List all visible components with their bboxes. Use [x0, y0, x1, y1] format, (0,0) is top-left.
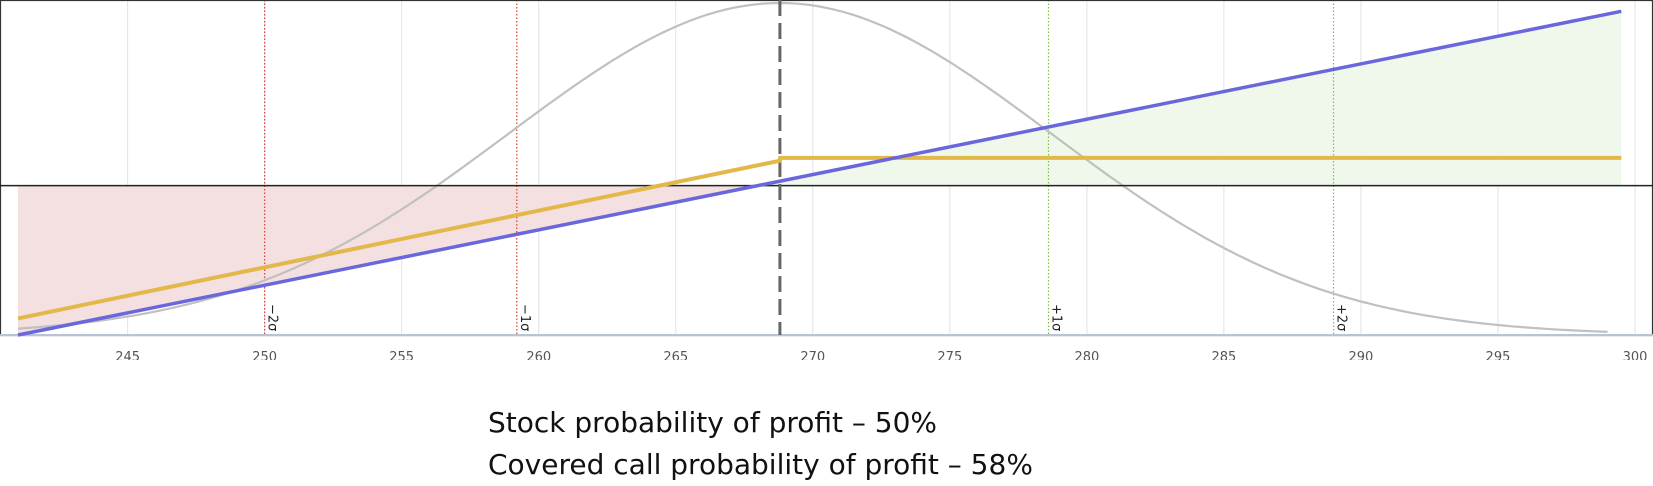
x-tick-label: 270 — [800, 350, 825, 360]
x-tick-label: 300 — [1623, 350, 1648, 360]
probability-captions: Stock probability of profit – 50% Covere… — [488, 402, 1033, 486]
x-tick-label: 260 — [526, 350, 551, 360]
distribution-layer — [17, 1, 1608, 333]
x-tick-label: 245 — [115, 350, 140, 360]
sigma-label: +2σ — [1334, 304, 1349, 331]
x-tick-label: 250 — [252, 350, 277, 360]
x-tick-label: 295 — [1486, 350, 1511, 360]
probability-distribution-curve — [17, 1, 1608, 333]
stock-payoff-line — [17, 9, 1622, 337]
x-tick-label: 280 — [1074, 350, 1099, 360]
covered-call-payoff-line — [17, 155, 1622, 321]
x-axis-ticks: 245 250 255 260 265 270 275 280 285 290 295 300 — [115, 350, 1647, 360]
x-tick-label: 275 — [937, 350, 962, 360]
x-tick-label: 265 — [663, 350, 688, 360]
payoff-lines — [17, 9, 1622, 337]
sigma-label: −2σ — [265, 304, 280, 331]
sigma-label: −1σ — [517, 304, 532, 331]
sigma-label: +1σ — [1048, 304, 1063, 331]
x-tick-label: 255 — [389, 350, 414, 360]
x-tick-label: 285 — [1211, 350, 1236, 360]
stock-probability-caption: Stock probability of profit – 50% — [488, 406, 938, 439]
payoff-chart: −2σ −1σ +1σ +2σ 245 250 255 260 265 270 275 280 285… — [0, 0, 1653, 360]
x-tick-label: 290 — [1349, 350, 1374, 360]
sigma-lines: −2σ −1σ +1σ +2σ — [264, 0, 1349, 335]
covered-call-probability-caption: Covered call probability of profit – 58% — [488, 448, 1033, 481]
axes — [0, 0, 1653, 337]
